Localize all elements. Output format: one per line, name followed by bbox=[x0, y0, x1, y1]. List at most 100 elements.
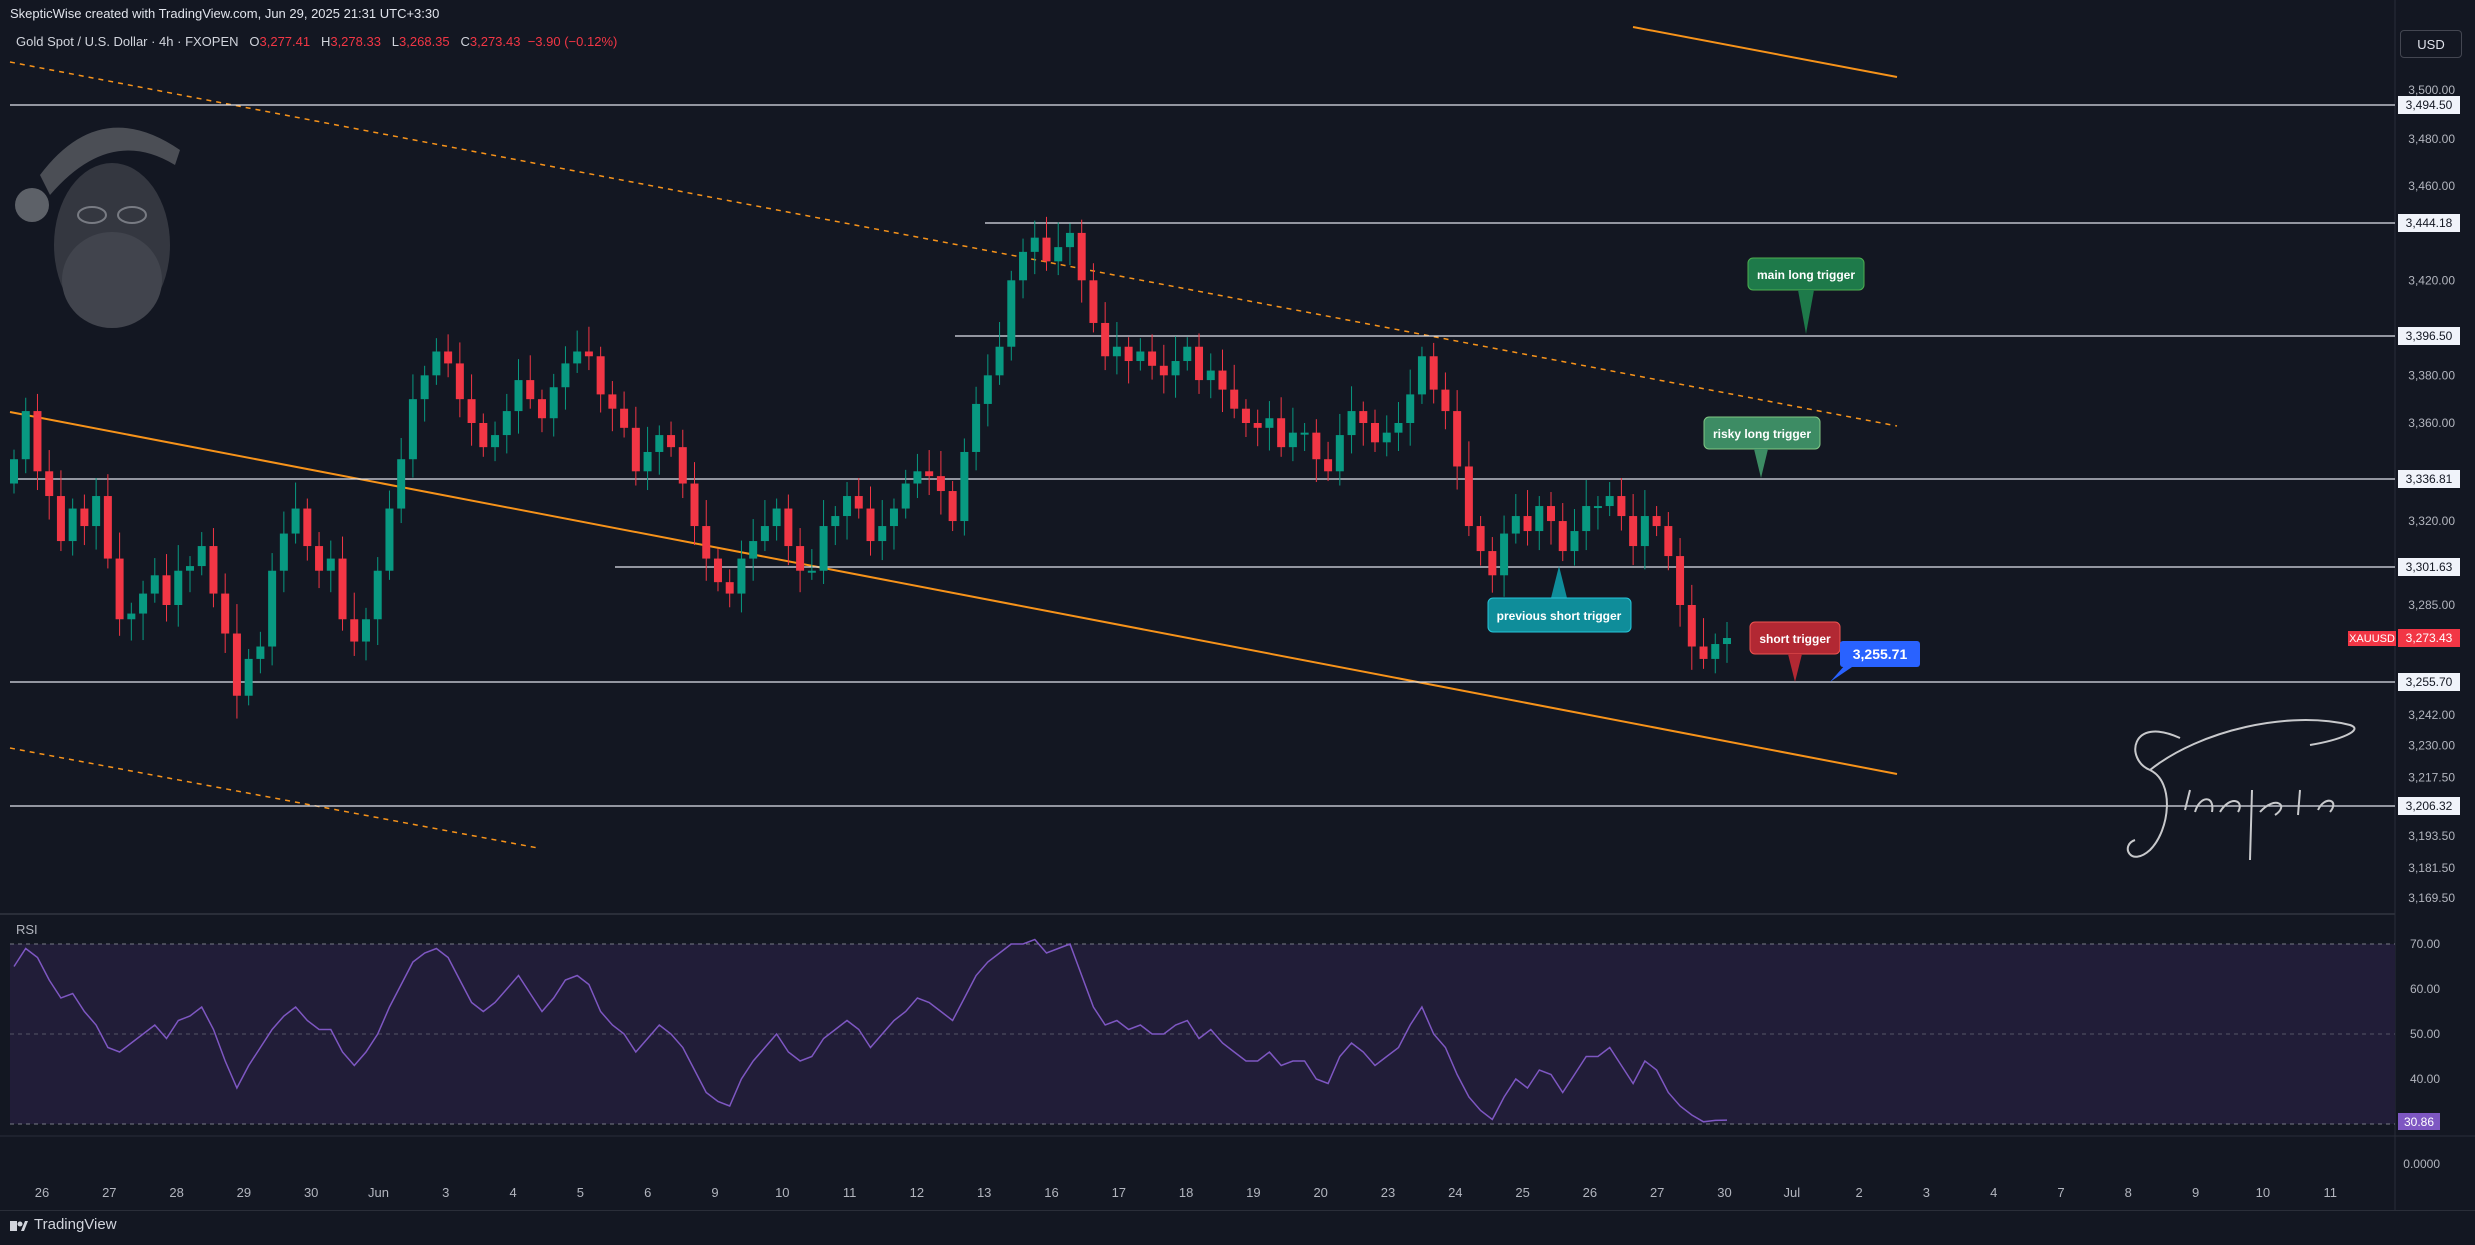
candle-body[interactable] bbox=[115, 558, 124, 620]
upper-channel-line[interactable] bbox=[1632, 26, 1898, 78]
candle-body[interactable] bbox=[361, 619, 370, 642]
candle-body[interactable] bbox=[33, 411, 42, 472]
candle-body[interactable] bbox=[408, 399, 417, 460]
candle-body[interactable] bbox=[678, 447, 687, 484]
candle-body[interactable] bbox=[1593, 506, 1602, 509]
candle-body[interactable] bbox=[760, 526, 769, 542]
candle-body[interactable] bbox=[1359, 411, 1368, 423]
candle-body[interactable] bbox=[279, 533, 288, 571]
candle-body[interactable] bbox=[807, 570, 816, 573]
candle-body[interactable] bbox=[1687, 605, 1696, 647]
candle-body[interactable] bbox=[667, 435, 676, 448]
candle-body[interactable] bbox=[80, 508, 89, 527]
candle-body[interactable] bbox=[1605, 496, 1614, 507]
candle-body[interactable] bbox=[1206, 370, 1215, 381]
candle-body[interactable] bbox=[326, 558, 335, 571]
candle-body[interactable] bbox=[843, 496, 852, 517]
candle-body[interactable] bbox=[1547, 506, 1556, 522]
candle-body[interactable] bbox=[1042, 237, 1051, 262]
candle-body[interactable] bbox=[514, 380, 523, 412]
candle-body[interactable] bbox=[643, 451, 652, 472]
candle-body[interactable] bbox=[690, 483, 699, 527]
price-label-callout[interactable]: 3,255.71 bbox=[1830, 641, 1920, 682]
candle-body[interactable] bbox=[866, 508, 875, 542]
candle-body[interactable] bbox=[432, 351, 441, 376]
candle-body[interactable] bbox=[537, 399, 546, 419]
candle-body[interactable] bbox=[1077, 232, 1086, 281]
candle-body[interactable] bbox=[620, 408, 629, 428]
candle-body[interactable] bbox=[526, 380, 535, 400]
upper-dashed-channel-line[interactable] bbox=[9, 61, 1898, 427]
callout-short-trigger[interactable]: short trigger bbox=[1749, 621, 1841, 682]
candle-body[interactable] bbox=[455, 363, 464, 400]
price-axis[interactable]: 3,500.00 3,480.00 3,460.00 3,420.00 3,380.00… bbox=[2408, 83, 2455, 905]
candle-body[interactable] bbox=[925, 471, 934, 477]
candle-body[interactable] bbox=[772, 508, 781, 527]
candle-body[interactable] bbox=[232, 633, 241, 696]
candle-body[interactable] bbox=[291, 508, 300, 534]
candle-body[interactable] bbox=[1030, 237, 1039, 252]
horizontal-levels[interactable] bbox=[10, 104, 2395, 807]
candle-body[interactable] bbox=[1500, 533, 1509, 576]
candle-body[interactable] bbox=[315, 546, 324, 571]
candle-body[interactable] bbox=[631, 427, 640, 472]
candle-body[interactable] bbox=[596, 356, 605, 395]
candle-body[interactable] bbox=[197, 546, 206, 567]
candle-body[interactable] bbox=[1476, 526, 1485, 552]
candle-body[interactable] bbox=[1288, 432, 1297, 448]
candle-body[interactable] bbox=[1406, 394, 1415, 423]
candle-body[interactable] bbox=[1159, 365, 1168, 376]
candle-body[interactable] bbox=[303, 508, 312, 547]
candle-body[interactable] bbox=[373, 570, 382, 620]
candle-body[interactable] bbox=[1711, 644, 1720, 659]
candle-body[interactable] bbox=[185, 566, 194, 571]
callout-risky-long-trigger[interactable]: risky long trigger bbox=[1703, 416, 1821, 478]
candle-body[interactable] bbox=[784, 508, 793, 547]
candle-body[interactable] bbox=[1453, 411, 1462, 467]
rsi-line[interactable] bbox=[13, 938, 1728, 1123]
candle-body[interactable] bbox=[350, 619, 359, 642]
candle-body[interactable] bbox=[1007, 280, 1016, 347]
candle-body[interactable] bbox=[56, 496, 65, 542]
candle-body[interactable] bbox=[584, 351, 593, 357]
tradingview-brand[interactable]: TradingView bbox=[10, 1216, 117, 1233]
candle-body[interactable] bbox=[1300, 432, 1309, 435]
candle-body[interactable] bbox=[1535, 506, 1544, 532]
candle-body[interactable] bbox=[1629, 516, 1638, 547]
candle-body[interactable] bbox=[831, 516, 840, 527]
candle-body[interactable] bbox=[150, 575, 159, 594]
candle-body[interactable] bbox=[68, 508, 77, 542]
candle-body[interactable] bbox=[549, 387, 558, 419]
candle-body[interactable] bbox=[913, 471, 922, 484]
candle-body[interactable] bbox=[713, 558, 722, 583]
candle-body[interactable] bbox=[737, 558, 746, 594]
candle-body[interactable] bbox=[1054, 247, 1063, 262]
candle-body[interactable] bbox=[725, 582, 734, 594]
candle-body[interactable] bbox=[502, 411, 511, 436]
candle-body[interactable] bbox=[1617, 496, 1626, 517]
candle-body[interactable] bbox=[10, 459, 18, 484]
candle-body[interactable] bbox=[655, 435, 664, 452]
candle-body[interactable] bbox=[819, 526, 828, 571]
candle-body[interactable] bbox=[127, 613, 136, 620]
candlestick-series[interactable] bbox=[10, 216, 1731, 719]
candle-body[interactable] bbox=[397, 459, 406, 509]
candle-body[interactable] bbox=[479, 423, 488, 448]
time-axis[interactable]: 26 27 28 29 30 Jun 3 4 5 6 9 10 11 12 13 16 17 18 19 20 23 24… bbox=[35, 1185, 2337, 1200]
candle-body[interactable] bbox=[1335, 435, 1344, 472]
symbol-legend[interactable]: Gold Spot / U.S. Dollar · 4h · FXOPEN O3… bbox=[16, 34, 617, 49]
candle-body[interactable] bbox=[491, 435, 500, 448]
candle-body[interactable] bbox=[1265, 418, 1274, 428]
candle-body[interactable] bbox=[983, 375, 992, 404]
candle-body[interactable] bbox=[1523, 516, 1532, 532]
candle-body[interactable] bbox=[1241, 408, 1250, 423]
candle-body[interactable] bbox=[1347, 411, 1356, 436]
candle-body[interactable] bbox=[972, 403, 981, 452]
candle-body[interactable] bbox=[960, 451, 969, 522]
candle-body[interactable] bbox=[1394, 423, 1403, 433]
candle-body[interactable] bbox=[878, 526, 887, 542]
candle-body[interactable] bbox=[1570, 531, 1579, 552]
candle-body[interactable] bbox=[1582, 506, 1591, 532]
candle-body[interactable] bbox=[1371, 423, 1380, 443]
